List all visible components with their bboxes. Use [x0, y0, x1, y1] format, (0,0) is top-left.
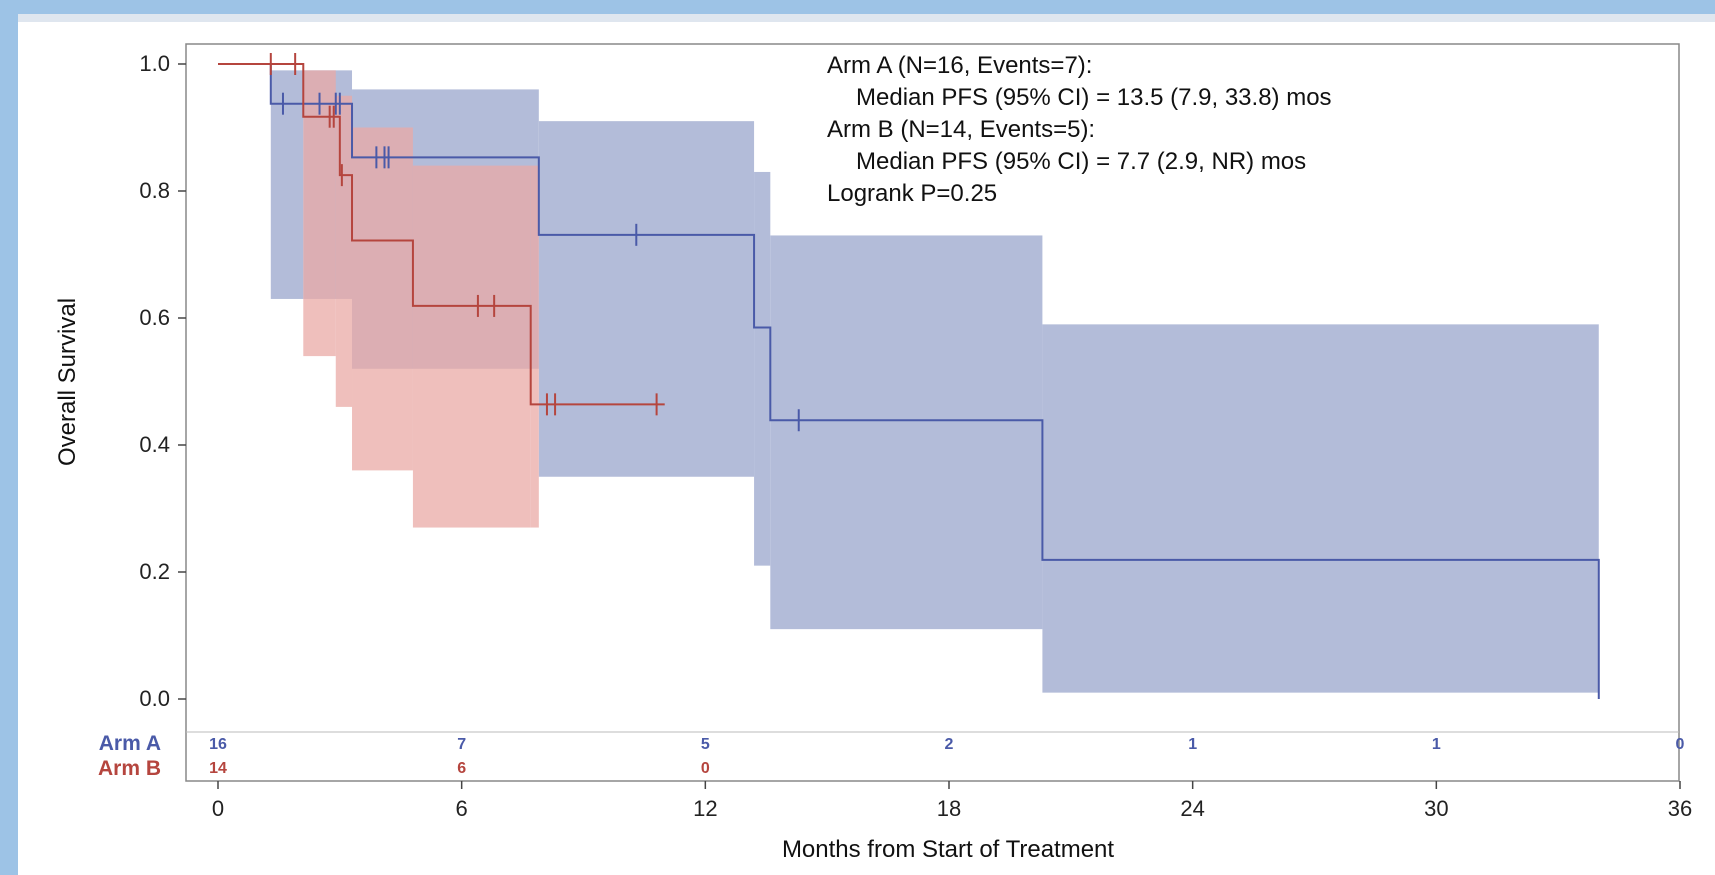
y-tick-label-5: 1.0 — [139, 51, 170, 76]
at-risk-numbers: 16 7 5 2 1 1 0 14 6 0 — [209, 736, 1684, 777]
censor-marks — [269, 53, 800, 432]
ci-band-arm-b-2 — [352, 127, 413, 471]
x-tick-label-0: 0 — [212, 796, 224, 821]
at-risk-arm-b-1: 6 — [457, 760, 466, 777]
annotation-arm-b-median: Median PFS (95% CI) = 7.7 (2.9, NR) mos — [856, 148, 1306, 175]
y-tick-label-0: 0.0 — [139, 686, 170, 711]
x-tick-label-5: 30 — [1424, 796, 1448, 821]
ci-band-arm-a-4 — [754, 171, 771, 566]
x-tick-label-6: 36 — [1668, 796, 1692, 821]
y-tick-label-1: 0.2 — [139, 559, 170, 584]
x-tick-label-4: 24 — [1180, 796, 1204, 821]
x-tick-label-3: 18 — [937, 796, 961, 821]
axes: 0.00.20.40.60.81.00 6 12 18 24 30 36 — [139, 51, 1692, 821]
y-tick-label-3: 0.6 — [139, 305, 170, 330]
at-risk-arm-a-1: 7 — [457, 736, 466, 753]
ci-band-arm-a-6 — [1042, 324, 1599, 693]
ci-band-arm-b-3 — [412, 165, 531, 528]
annotation-arm-a-median: Median PFS (95% CI) = 13.5 (7.9, 33.8) m… — [856, 84, 1332, 111]
window-top-strip — [18, 14, 1715, 22]
at-risk-arm-a-2: 5 — [701, 736, 710, 753]
plot-area-border — [185, 43, 1680, 782]
at-risk-arm-a-5: 1 — [1432, 736, 1441, 753]
x-tick-label-2: 12 — [693, 796, 717, 821]
at-risk-arm-a-3: 2 — [945, 736, 954, 753]
annotation-arm-a-header: Arm A (N=16, Events=7): — [827, 52, 1092, 79]
ci-band-arm-a-3 — [538, 121, 755, 477]
y-tick-label-4: 0.8 — [139, 178, 170, 203]
survival-curves — [218, 63, 1600, 699]
y-tick-label-2: 0.4 — [139, 432, 170, 457]
x-tick-label-1: 6 — [456, 796, 468, 821]
y-axis-title: Overall Survival — [54, 298, 81, 466]
at-risk-arm-b-2: 0 — [701, 760, 710, 777]
at-risk-arm-b-0: 14 — [209, 760, 227, 777]
survival-curve-arm-b — [218, 63, 665, 406]
ci-band-arm-b-1 — [335, 95, 353, 407]
risk-label-arm-a: Arm A — [99, 732, 161, 755]
survival-curve-arm-a — [218, 63, 1600, 699]
x-axis-title: Months from Start of Treatment — [782, 836, 1114, 863]
annotation-logrank: Logrank P=0.25 — [827, 180, 997, 207]
at-risk-arm-a-0: 16 — [209, 736, 227, 753]
ci-band-arm-b-4 — [530, 165, 539, 528]
risk-label-arm-b: Arm B — [98, 757, 161, 780]
at-risk-arm-a-4: 1 — [1188, 736, 1197, 753]
at-risk-arm-a-6: 0 — [1676, 736, 1685, 753]
confidence-bands — [270, 70, 1599, 693]
annotation-arm-b-header: Arm B (N=14, Events=5): — [827, 116, 1095, 143]
ci-band-arm-a-5 — [770, 235, 1043, 630]
ci-band-arm-a-0 — [270, 70, 304, 299]
